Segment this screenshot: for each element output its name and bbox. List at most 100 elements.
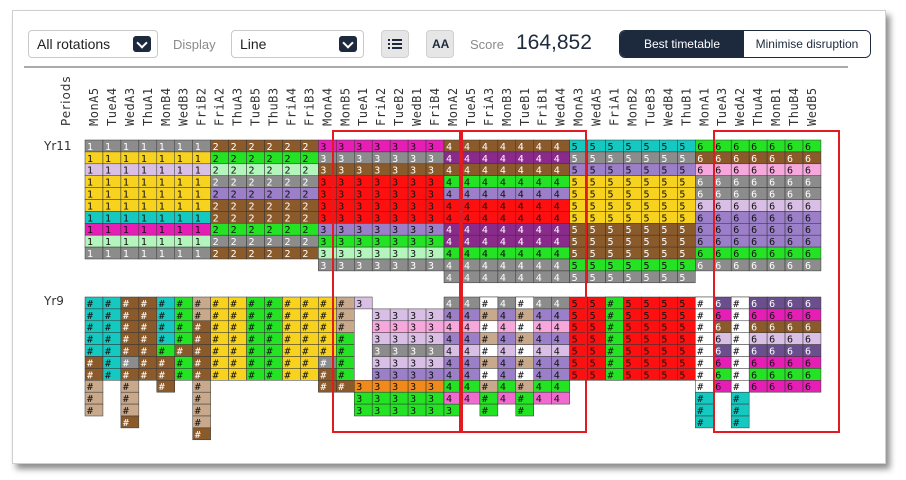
cell-value: 1 [123,249,129,260]
cell-value: # [733,335,739,346]
score-value: 164,852 [516,31,592,54]
timetable-cell[interactable] [192,427,211,441]
cell-value: 4 [464,347,470,358]
cell-value: # [195,347,201,358]
cell-value: 4 [464,358,470,369]
cell-value: 6 [715,382,721,393]
cell-value: # [141,358,147,369]
cell-value: # [284,299,290,310]
cell-value: 1 [159,154,165,165]
cell-value: 5 [590,237,596,248]
minimise-disruption-button[interactable]: Minimise disruption [744,31,870,57]
cell-value: 4 [536,299,542,310]
cell-value: 3 [428,394,434,405]
cell-value: # [213,311,219,322]
timetable-cell[interactable] [84,403,104,417]
cell-value: # [482,335,488,346]
cell-value: 4 [500,201,506,212]
timetable-cell[interactable] [354,296,373,310]
cell-value: 3 [374,358,380,369]
timetable-cell[interactable] [551,391,570,405]
cell-value: 4 [536,323,542,334]
cell-value: # [231,347,237,358]
cell-value: 3 [428,358,434,369]
timetable-cell[interactable] [156,380,176,393]
cell-value: # [733,406,739,417]
cell-value: # [284,311,290,322]
timetable-cell[interactable] [605,368,624,381]
cell-value: 4 [482,166,488,177]
cell-value: 6 [733,154,739,165]
cell-value: 3 [428,311,434,322]
cell-value: 1 [87,201,93,212]
cell-value: 6 [697,154,703,165]
cell-value: 5 [679,142,685,153]
cell-value: # [697,394,703,405]
cell-value: # [231,323,237,334]
period-label: MonB5 [338,87,352,126]
cell-value: # [177,323,183,334]
cell-value: 4 [482,142,488,153]
cell-value: 3 [428,237,434,248]
cell-value: # [320,370,326,381]
cell-value: # [320,311,326,322]
cell-value: 5 [590,273,596,284]
cell-value: 3 [338,225,344,236]
timetable-cell[interactable] [479,403,499,417]
timetable-cell[interactable] [677,270,696,284]
cell-value: 4 [482,225,488,236]
period-label: TueA4 [105,87,119,126]
cell-value: # [123,323,129,334]
cell-value: 3 [428,166,434,177]
cell-value: 2 [302,201,308,212]
cell-value: 4 [554,154,560,165]
cell-value: # [231,299,237,310]
timetable-cell[interactable] [120,415,140,429]
display-select[interactable]: Line [231,30,364,58]
cell-value: 6 [733,190,739,201]
text-size-button[interactable]: AA [426,30,454,58]
cell-value: 5 [626,178,632,189]
cell-value: 1 [195,213,201,224]
cell-value: 6 [751,299,757,310]
cell-value: 4 [464,237,470,248]
cell-value: 5 [679,178,685,189]
cell-value: 5 [679,166,685,177]
list-view-button[interactable] [381,30,409,58]
timetable-cell[interactable] [802,380,822,393]
cell-value: # [159,323,165,334]
cell-value: # [267,347,273,358]
cell-value: 6 [751,178,757,189]
best-timetable-button[interactable]: Best timetable [620,31,744,57]
cell-value: 5 [572,370,578,381]
timetable-cell[interactable] [515,403,534,417]
cell-value: 4 [536,394,542,405]
cell-value: 6 [805,154,811,165]
cell-value: 3 [392,225,398,236]
cell-value: 3 [356,213,362,224]
cell-value: 5 [661,249,667,260]
cell-value: 2 [213,213,219,224]
cell-value: 2 [231,190,237,201]
display-label: Display [173,37,216,52]
cell-value: 3 [428,201,434,212]
timetable-cell[interactable] [802,258,822,272]
timetable-cell[interactable] [730,415,750,429]
cell-value: 1 [105,237,111,248]
cell-value: 6 [733,166,739,177]
cell-value: 1 [87,249,93,260]
cell-value: 4 [500,335,506,346]
cell-value: 5 [643,142,649,153]
cell-value: 6 [769,178,775,189]
cell-value: 3 [410,225,416,236]
cell-value: 5 [626,154,632,165]
cell-value: # [697,323,703,334]
cell-value: # [482,394,488,405]
cell-value: 5 [679,299,685,310]
cell-value: # [177,358,183,369]
cell-value: 1 [177,237,183,248]
cell-value: # [697,311,703,322]
rotation-select[interactable]: All rotations [28,30,158,58]
cell-value: 5 [679,190,685,201]
cell-value: 5 [590,213,596,224]
